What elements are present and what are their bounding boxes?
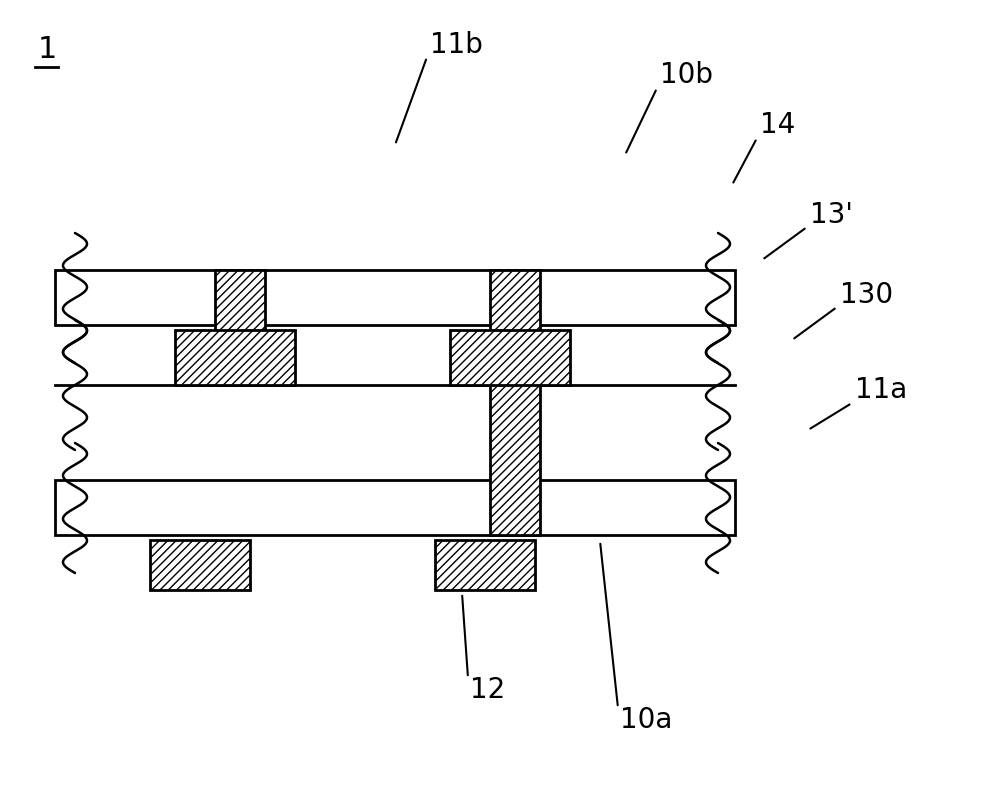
Bar <box>450 330 570 385</box>
Text: 1: 1 <box>38 35 57 64</box>
Bar <box>435 540 535 590</box>
Bar <box>175 330 295 385</box>
Text: 11b: 11b <box>430 31 483 59</box>
Text: 12: 12 <box>470 676 505 704</box>
Bar <box>150 540 250 590</box>
Text: 13': 13' <box>810 201 853 229</box>
Text: 11a: 11a <box>855 376 907 404</box>
Text: 14: 14 <box>760 111 795 139</box>
Bar <box>215 270 265 385</box>
Text: 10b: 10b <box>660 61 713 89</box>
Bar <box>55 480 735 535</box>
Bar <box>55 270 735 325</box>
Bar <box>490 270 540 535</box>
Text: 130: 130 <box>840 281 893 309</box>
Text: 10a: 10a <box>620 706 672 734</box>
